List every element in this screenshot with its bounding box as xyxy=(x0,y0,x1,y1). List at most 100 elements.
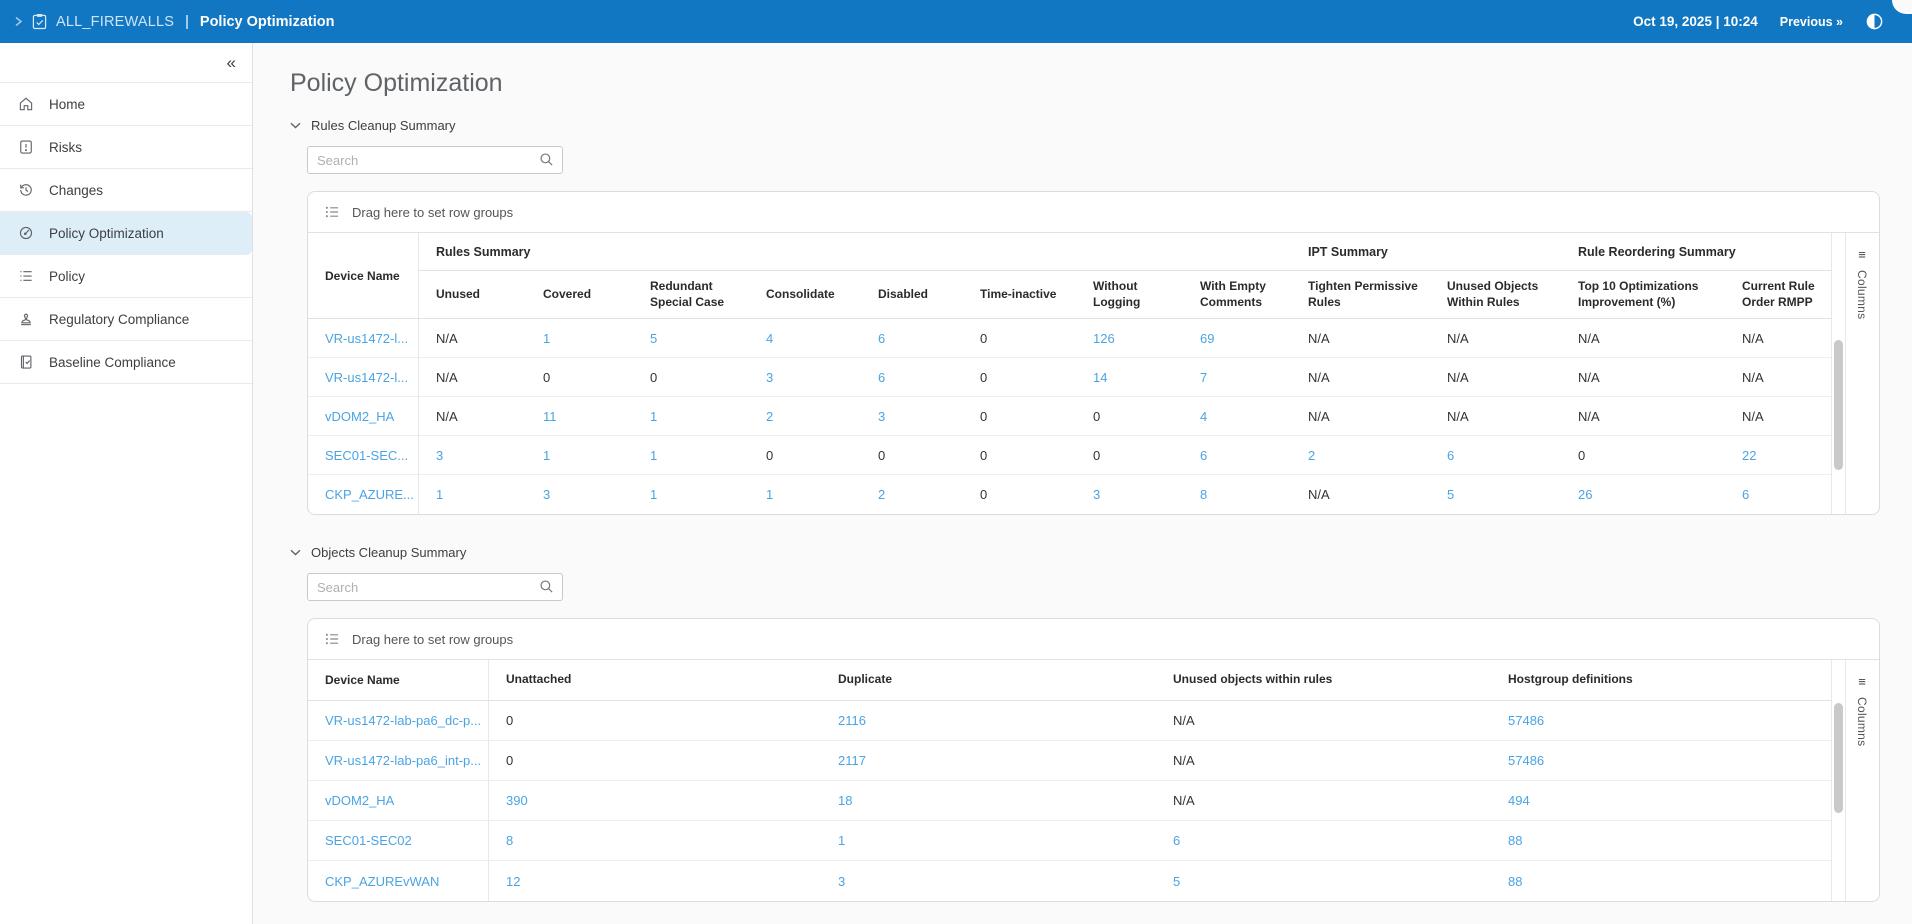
value-link[interactable]: 2 xyxy=(1308,447,1316,463)
value-link[interactable]: 1 xyxy=(650,408,658,424)
column-header-current-rule-order-rmpp[interactable]: Current Rule Order RMPP xyxy=(1742,278,1815,309)
value-link[interactable]: 6 xyxy=(1742,487,1750,502)
value-link[interactable]: 3 xyxy=(878,408,886,424)
value-link[interactable]: 390 xyxy=(506,793,528,808)
scrollbar-thumb[interactable] xyxy=(1834,340,1843,470)
column-header-hostgroup-definitions[interactable]: Hostgroup definitions xyxy=(1508,672,1633,687)
sidebar-item-regulatory-compliance[interactable]: Regulatory Compliance xyxy=(0,298,252,341)
sidebar-item-risks[interactable]: Risks xyxy=(0,126,252,169)
value-link[interactable]: 126 xyxy=(1093,330,1115,346)
value-cell: 2117 xyxy=(821,741,1156,780)
value-link[interactable]: 2 xyxy=(878,487,886,502)
breadcrumb-separator: | xyxy=(185,13,189,30)
value-link[interactable]: 3 xyxy=(766,369,774,385)
value-link[interactable]: 3 xyxy=(436,447,444,463)
value-link[interactable]: 18 xyxy=(838,793,853,808)
value-link[interactable]: 12 xyxy=(506,873,521,889)
value-link[interactable]: 3 xyxy=(838,873,846,889)
value-link[interactable]: 2116 xyxy=(838,713,866,728)
value-link[interactable]: 2 xyxy=(766,408,774,424)
value-link[interactable]: 1 xyxy=(543,330,551,346)
device-link[interactable]: VR-us1472-lab-pa6_int-p... xyxy=(325,753,482,768)
rules-row-group-dropzone[interactable]: Drag here to set row groups xyxy=(308,192,1879,233)
device-link[interactable]: CKP_AZURE... xyxy=(325,487,414,502)
rules-search-input[interactable] xyxy=(307,146,563,174)
device-link[interactable]: VR-us1472-lab-pa6_dc-p... xyxy=(325,713,482,728)
column-header-duplicate[interactable]: Duplicate xyxy=(838,672,893,687)
scrollbar-thumb[interactable] xyxy=(1834,703,1843,813)
column-header-redundant-special-case[interactable]: Redundant Special Case xyxy=(650,278,725,309)
value-link[interactable]: 4 xyxy=(766,330,774,346)
objects-row-group-dropzone[interactable]: Drag here to set row groups xyxy=(308,619,1879,660)
column-header-unused-objects-within-rules[interactable]: Unused objects within rules xyxy=(1173,672,1333,687)
value-link[interactable]: 5 xyxy=(1447,487,1455,502)
value-link[interactable]: 22 xyxy=(1742,447,1757,463)
column-header-tighten-permissive-rules[interactable]: Tighten Permissive Rules xyxy=(1308,278,1418,309)
contrast-toggle-icon[interactable] xyxy=(1865,12,1884,31)
device-link[interactable]: vDOM2_HA xyxy=(325,793,395,808)
value-link[interactable]: 26 xyxy=(1578,487,1593,502)
value-link[interactable]: 88 xyxy=(1508,873,1523,889)
device-link[interactable]: VR-us1472-l... xyxy=(325,369,409,385)
value-link[interactable]: 1 xyxy=(650,447,658,463)
value-link[interactable]: 5 xyxy=(1173,873,1181,889)
value-link[interactable]: 8 xyxy=(1200,487,1208,502)
objects-section-collapse-icon[interactable] xyxy=(290,549,301,556)
value-link[interactable]: 6 xyxy=(878,369,886,385)
sidebar-collapse-button[interactable]: « xyxy=(226,52,236,72)
breadcrumb-context[interactable]: ALL_FIREWALLS xyxy=(56,13,175,30)
device-link[interactable]: CKP_AZUREvWAN xyxy=(325,873,440,889)
value-link[interactable]: 2117 xyxy=(838,753,866,768)
sidebar-item-policy-optimization[interactable]: Policy Optimization xyxy=(0,212,252,255)
value-link[interactable]: 69 xyxy=(1200,330,1215,346)
value-link[interactable]: 88 xyxy=(1508,833,1523,848)
value-link[interactable]: 4 xyxy=(1200,408,1208,424)
column-header-unused[interactable]: Unused xyxy=(436,286,481,301)
column-header-unattached[interactable]: Unattached xyxy=(506,672,572,687)
device-link[interactable]: VR-us1472-l... xyxy=(325,330,409,346)
value-link[interactable]: 1 xyxy=(838,833,846,848)
value-link[interactable]: 1 xyxy=(766,487,774,502)
device-link[interactable]: SEC01-SEC02 xyxy=(325,833,412,848)
column-header-unused-objects-within-rules[interactable]: Unused Objects Within Rules xyxy=(1447,278,1539,309)
value-link[interactable]: 6 xyxy=(878,330,886,346)
column-header-top-10-optimizations-improvement-[interactable]: Top 10 Optimizations Improvement (%) xyxy=(1578,278,1699,309)
column-header-device-name[interactable]: Device Name xyxy=(308,660,489,700)
value-link[interactable]: 3 xyxy=(1093,487,1101,502)
columns-icon: ≡ xyxy=(1858,674,1866,689)
value-link[interactable]: 494 xyxy=(1508,793,1530,808)
column-header-covered[interactable]: Covered xyxy=(543,286,592,301)
previous-button[interactable]: Previous » xyxy=(1779,14,1843,29)
value-link[interactable]: 5 xyxy=(650,330,658,346)
value-link[interactable]: 6 xyxy=(1447,447,1455,463)
value-link[interactable]: 1 xyxy=(543,447,551,463)
value-link[interactable]: 57486 xyxy=(1508,713,1545,728)
column-header-consolidate[interactable]: Consolidate xyxy=(766,286,835,301)
sidebar-item-changes[interactable]: Changes xyxy=(0,169,252,212)
column-header-device-name[interactable]: Device Name xyxy=(308,233,419,318)
value-link[interactable]: 14 xyxy=(1093,369,1108,385)
objects-search-input[interactable] xyxy=(307,573,563,601)
breadcrumb-expand-icon[interactable] xyxy=(14,16,23,27)
device-link[interactable]: vDOM2_HA xyxy=(325,408,395,424)
sidebar-item-policy[interactable]: Policy xyxy=(0,255,252,298)
objects-columns-tab[interactable]: ≡ Columns xyxy=(1845,660,1878,901)
column-header-disabled[interactable]: Disabled xyxy=(878,286,929,301)
value-link[interactable]: 11 xyxy=(543,408,557,424)
rules-columns-tab[interactable]: ≡ Columns xyxy=(1845,233,1878,514)
value-link[interactable]: 57486 xyxy=(1508,753,1545,768)
device-link[interactable]: SEC01-SEC... xyxy=(325,447,409,463)
value-link[interactable]: 6 xyxy=(1173,833,1181,848)
rules-section-collapse-icon[interactable] xyxy=(290,122,301,129)
sidebar-item-baseline-compliance[interactable]: Baseline Compliance xyxy=(0,341,252,384)
column-header-time-inactive[interactable]: Time-inactive xyxy=(980,286,1057,301)
value-link[interactable]: 1 xyxy=(650,487,658,502)
value-link[interactable]: 6 xyxy=(1200,447,1208,463)
sidebar-item-home[interactable]: Home xyxy=(0,83,252,126)
value-link[interactable]: 7 xyxy=(1200,369,1208,385)
value-link[interactable]: 1 xyxy=(436,487,444,502)
column-header-without-logging[interactable]: Without Logging xyxy=(1093,278,1141,309)
column-header-with-empty-comments[interactable]: With Empty Comments xyxy=(1200,278,1266,309)
value-link[interactable]: 8 xyxy=(506,833,514,848)
value-link[interactable]: 3 xyxy=(543,487,551,502)
